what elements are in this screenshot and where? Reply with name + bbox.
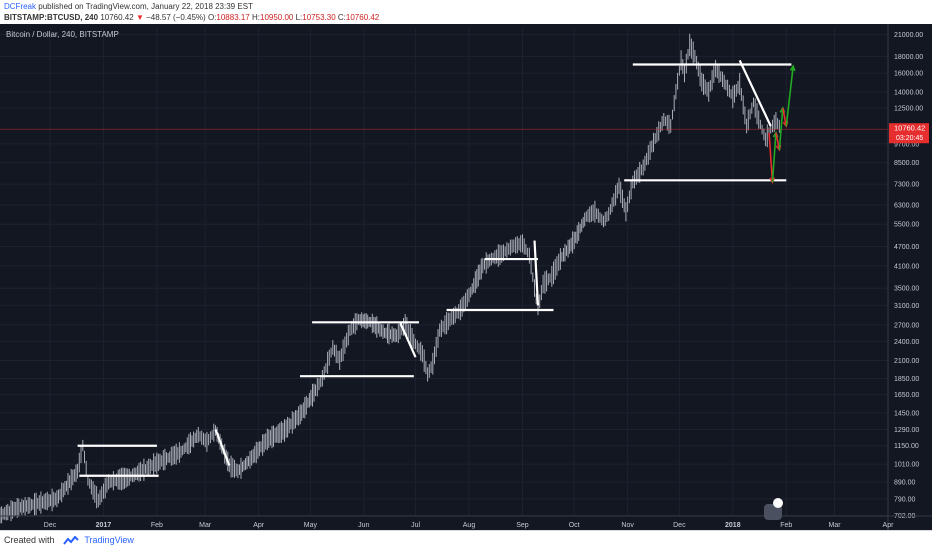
countdown-label: 03:20:45 bbox=[896, 135, 923, 142]
chart-header: DCFreak published on TradingView.com, Ja… bbox=[0, 0, 932, 24]
published-text: published on TradingView.com, January 22… bbox=[38, 2, 253, 11]
y-tick-label: 6300.00 bbox=[894, 202, 919, 209]
trend-line bbox=[214, 429, 231, 466]
trend-line bbox=[399, 321, 417, 358]
y-tick-label: 9700.00 bbox=[894, 141, 919, 148]
y-tick-label: 1650.00 bbox=[894, 392, 919, 399]
down-arrow-icon: ▼ bbox=[135, 13, 144, 22]
y-tick-label: 8500.00 bbox=[894, 160, 919, 167]
author-link[interactable]: DCFreak bbox=[4, 2, 37, 11]
projection-segment bbox=[785, 66, 794, 127]
y-tick-label: 14000.00 bbox=[894, 89, 923, 96]
price-axis[interactable]: 21000.00 18000.00 16000.00 14000.00 12500.00… bbox=[887, 24, 923, 530]
high-label: H: bbox=[252, 13, 260, 22]
projection-segment bbox=[775, 132, 781, 151]
symbol-interval: BITSTAMP:BTCUSD, 240 bbox=[4, 13, 99, 22]
y-tick-label: 18000.00 bbox=[894, 54, 923, 61]
y-tick-label: 1850.00 bbox=[894, 376, 919, 383]
x-tick-label: May bbox=[304, 522, 318, 529]
trend-line bbox=[533, 240, 540, 306]
y-tick-label: 1290.00 bbox=[894, 427, 919, 434]
event-flag-bg bbox=[764, 504, 782, 520]
x-tick-label: Dec bbox=[673, 522, 686, 529]
tradingview-logo-icon bbox=[63, 535, 79, 545]
y-tick-label: 1150.00 bbox=[894, 443, 919, 450]
projection-segment bbox=[771, 132, 777, 183]
chart-title: Bitcoin / Dollar, 240, BITSTAMP bbox=[6, 30, 119, 39]
trend-line bbox=[738, 59, 772, 127]
y-tick-label: 2700.00 bbox=[894, 322, 919, 329]
open-label: O: bbox=[207, 13, 217, 22]
x-tick-label: Jul bbox=[411, 522, 420, 529]
last-price: 10760.42 bbox=[100, 13, 134, 22]
projection-segment bbox=[782, 107, 788, 127]
x-tick-label: Sep bbox=[516, 522, 529, 529]
x-tick-label: Aug bbox=[463, 522, 476, 529]
y-tick-label: 4100.00 bbox=[894, 263, 919, 270]
y-tick-label: 702.00 bbox=[894, 513, 916, 520]
symbol-line: BITSTAMP:BTCUSD, 240 10760.42 ▼ −48.57 (… bbox=[4, 12, 379, 23]
chart-area[interactable]: 21000.00 18000.00 16000.00 14000.00 12500.00… bbox=[0, 24, 932, 530]
y-tick-label: 2400.00 bbox=[894, 339, 919, 346]
low-value: 10753.30 bbox=[302, 13, 336, 22]
drawings bbox=[77, 59, 796, 477]
close-value: 10760.42 bbox=[345, 13, 380, 22]
grid bbox=[0, 28, 889, 517]
y-tick-label: 12500.00 bbox=[894, 106, 923, 113]
y-tick-label: 21000.00 bbox=[894, 32, 923, 39]
x-tick-label: Mar bbox=[829, 522, 842, 529]
y-tick-label: 3500.00 bbox=[894, 286, 919, 293]
x-tick-label: 2017 bbox=[96, 522, 112, 529]
x-tick-label: 2018 bbox=[725, 522, 741, 529]
event-flag-dot bbox=[773, 498, 783, 508]
high-value: 10950.00 bbox=[260, 13, 294, 22]
y-tick-label: 1450.00 bbox=[894, 410, 919, 417]
publish-line: DCFreak published on TradingView.com, Ja… bbox=[4, 1, 253, 12]
current-price-label: 10760.42 bbox=[894, 124, 925, 133]
current-price-marker: 10760.42 03:20:45 bbox=[889, 123, 929, 144]
y-tick-label: 790.00 bbox=[894, 496, 916, 503]
projection-segment bbox=[778, 107, 784, 150]
x-tick-label: Feb bbox=[780, 522, 792, 529]
x-tick-label: Jun bbox=[358, 522, 369, 529]
footer: Created with TradingView bbox=[0, 530, 932, 551]
event-flag-icon[interactable] bbox=[764, 498, 783, 520]
x-tick-label: Dec bbox=[44, 522, 57, 529]
projection-segment bbox=[768, 132, 774, 183]
x-tick-label: Mar bbox=[199, 522, 212, 529]
x-tick-label: Nov bbox=[621, 522, 634, 529]
close-label: C: bbox=[337, 13, 346, 22]
open-value: 10883.17 bbox=[216, 13, 250, 22]
y-tick-label: 16000.00 bbox=[894, 71, 923, 78]
low-label: L: bbox=[295, 13, 303, 22]
projection-arrowhead bbox=[789, 64, 796, 72]
x-tick-label: Apr bbox=[883, 522, 895, 529]
x-tick-label: Apr bbox=[253, 522, 265, 529]
price-chart[interactable]: 21000.00 18000.00 16000.00 14000.00 12500.00… bbox=[0, 24, 932, 530]
y-tick-label: 5500.00 bbox=[894, 222, 919, 229]
projection-arrowhead bbox=[769, 177, 776, 185]
y-tick-label: 4700.00 bbox=[894, 244, 919, 251]
y-tick-label: 890.00 bbox=[894, 480, 916, 487]
y-tick-label: 7300.00 bbox=[894, 182, 919, 189]
current-price-bg bbox=[889, 123, 929, 144]
price-change: −48.57 (−0.45%) bbox=[146, 13, 206, 22]
y-tick-label: 2100.00 bbox=[894, 358, 919, 365]
x-tick-label: Feb bbox=[151, 522, 163, 529]
x-tick-label: Oct bbox=[569, 522, 580, 529]
created-with-text: Created with bbox=[4, 535, 55, 545]
tradingview-link[interactable]: TradingView bbox=[84, 535, 134, 545]
y-tick-label: 1010.00 bbox=[894, 462, 919, 469]
y-tick-label: 3100.00 bbox=[894, 303, 919, 310]
chart-background bbox=[0, 24, 932, 530]
